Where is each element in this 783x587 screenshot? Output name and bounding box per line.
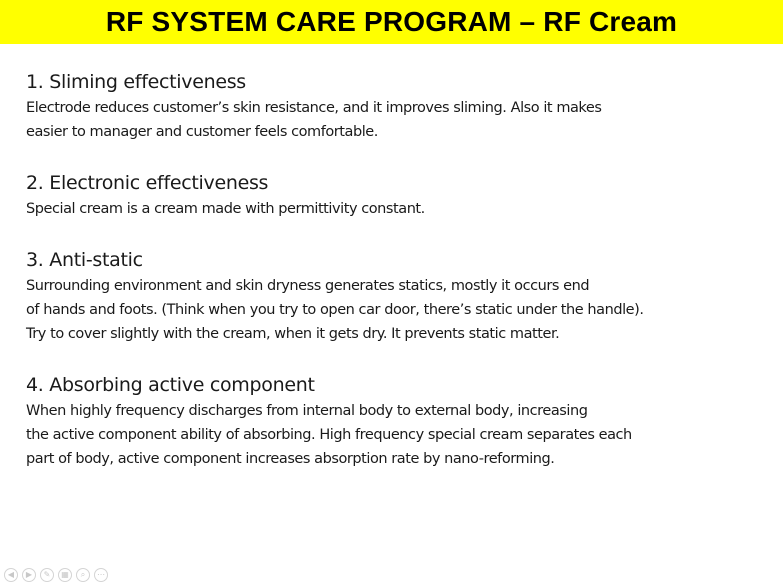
section-sliming-effectiveness: 1. Sliming effectiveness Electrode reduc…	[26, 69, 766, 144]
slideshow-controls: ◀ ▶ ✎ ▦ ⌕ ⋯	[4, 568, 108, 582]
title-bar: RF SYSTEM CARE PROGRAM – RF Cream	[0, 0, 783, 44]
slides-icon[interactable]: ▦	[58, 568, 72, 582]
section-body: Special cream is a cream made with permi…	[26, 197, 766, 221]
body-line: the active component ability of absorbin…	[26, 427, 632, 443]
section-absorbing-active-component: 4. Absorbing active component When highl…	[26, 372, 766, 471]
section-heading: 1. Sliming effectiveness	[26, 71, 246, 93]
body-line: part of body, active component increases…	[26, 451, 555, 467]
slide-title: RF SYSTEM CARE PROGRAM – RF Cream	[105, 6, 678, 37]
body-line: Surrounding environment and skin dryness…	[26, 278, 590, 294]
section-electronic-effectiveness: 2. Electronic effectiveness Special crea…	[26, 170, 766, 221]
more-icon[interactable]: ⋯	[94, 568, 108, 582]
slide-content: 1. Sliming effectiveness Electrode reduc…	[26, 69, 766, 497]
section-body: When highly frequency discharges from in…	[26, 399, 766, 471]
section-heading: 4. Absorbing active component	[26, 374, 315, 396]
pen-icon[interactable]: ✎	[40, 568, 54, 582]
body-line: Electrode reduces customer’s skin resist…	[26, 100, 602, 116]
body-line: Special cream is a cream made with permi…	[26, 201, 425, 217]
section-body: Electrode reduces customer’s skin resist…	[26, 96, 766, 144]
section-heading: 3. Anti-static	[26, 249, 143, 271]
section-anti-static: 3. Anti-static Surrounding environment a…	[26, 247, 766, 346]
previous-icon[interactable]: ◀	[4, 568, 18, 582]
body-line: When highly frequency discharges from in…	[26, 403, 588, 419]
section-heading: 2. Electronic effectiveness	[26, 172, 269, 194]
body-line: of hands and foots. (Think when you try …	[26, 302, 644, 318]
section-body: Surrounding environment and skin dryness…	[26, 274, 766, 346]
body-line: easier to manager and customer feels com…	[26, 124, 378, 140]
zoom-icon[interactable]: ⌕	[76, 568, 90, 582]
next-icon[interactable]: ▶	[22, 568, 36, 582]
body-line: Try to cover slightly with the cream, wh…	[26, 326, 560, 342]
